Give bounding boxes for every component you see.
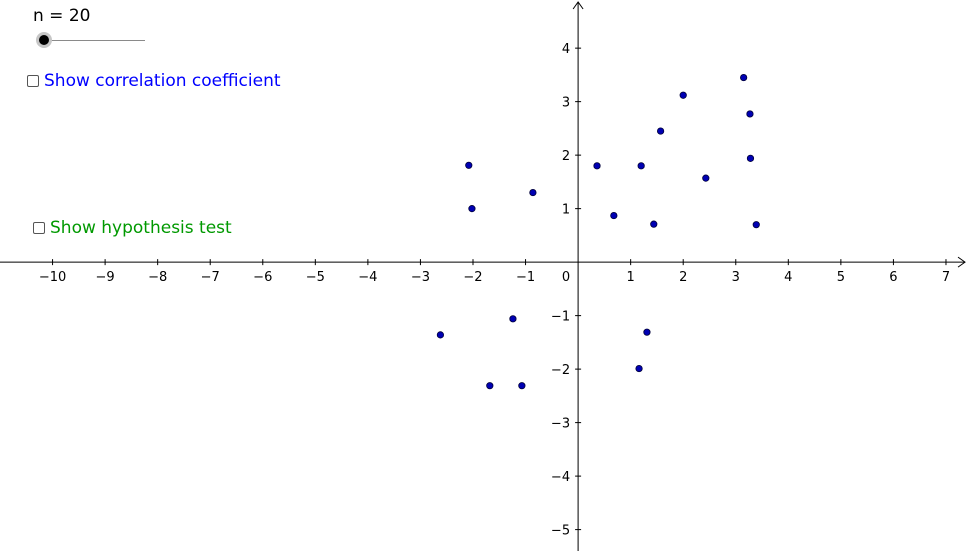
data-point xyxy=(746,154,755,162)
axis-tick-labels: −10 −9 −8 −7 −6 −5 −4 −3 −2 −1 1 2 3 4 5 6 7 −5 −4 −3 −2 −1 1 2… xyxy=(39,42,950,538)
show-correlation-coefficient-label[interactable]: Show correlation coefficient xyxy=(44,71,281,91)
y-tick-label: −3 xyxy=(551,417,570,432)
x-tick-label: −9 xyxy=(96,270,115,285)
x-tick-label: 2 xyxy=(679,270,687,285)
y-tick-label: 1 xyxy=(562,203,570,218)
data-point xyxy=(509,315,517,323)
axis-ticks xyxy=(52,47,947,531)
show-correlation-coefficient-checkbox[interactable] xyxy=(27,75,39,87)
data-point xyxy=(746,110,754,118)
data-point xyxy=(740,73,748,82)
slider-n-handle-dot xyxy=(39,35,49,45)
y-tick-label: 4 xyxy=(562,42,570,57)
data-point xyxy=(593,162,601,170)
x-tick-label: −6 xyxy=(253,270,272,285)
data-point xyxy=(643,328,651,336)
x-tick-label: −8 xyxy=(148,270,167,285)
origin-label: 0 xyxy=(562,270,570,285)
x-tick-label: 7 xyxy=(942,270,950,285)
data-point xyxy=(702,174,710,182)
data-point xyxy=(529,188,537,197)
x-axis-arrow xyxy=(957,256,966,268)
x-tick-label: −5 xyxy=(306,270,325,285)
x-tick-label: −7 xyxy=(201,270,220,285)
x-tick-label: 6 xyxy=(889,270,897,285)
x-tick-label: −2 xyxy=(463,270,482,285)
x-tick-label: 3 xyxy=(732,270,740,285)
y-axis-arrow xyxy=(572,1,584,10)
x-tick-label: −1 xyxy=(516,270,535,285)
slider-n-track[interactable] xyxy=(44,40,145,41)
show-correlation-coefficient-toggle[interactable]: Show correlation coefficient xyxy=(27,71,281,91)
show-hypothesis-test-toggle[interactable]: Show hypothesis test xyxy=(33,218,232,238)
data-point xyxy=(518,382,526,390)
data-point xyxy=(635,364,643,373)
data-point xyxy=(637,162,645,170)
show-hypothesis-test-label[interactable]: Show hypothesis test xyxy=(50,218,232,238)
x-tick-label: −4 xyxy=(358,270,377,285)
data-point xyxy=(486,382,494,390)
data-point xyxy=(465,161,473,169)
x-tick-label: 5 xyxy=(837,270,845,285)
data-point xyxy=(468,205,476,213)
x-tick-label: −3 xyxy=(411,270,430,285)
data-point xyxy=(657,127,665,135)
y-tick-label: −1 xyxy=(551,310,570,325)
data-points xyxy=(436,73,760,390)
slider-n-label: n = 20 xyxy=(33,6,91,26)
y-tick-label: 3 xyxy=(562,96,570,111)
data-point xyxy=(679,91,687,99)
y-tick-label: −5 xyxy=(551,524,570,539)
y-tick-label: −4 xyxy=(551,470,570,485)
y-tick-label: 2 xyxy=(562,149,570,164)
data-point xyxy=(650,220,658,228)
data-point xyxy=(436,331,445,339)
x-tick-label: 1 xyxy=(627,270,635,285)
x-tick-label: −10 xyxy=(39,270,66,285)
x-tick-label: 4 xyxy=(784,270,792,285)
show-hypothesis-test-checkbox[interactable] xyxy=(33,222,45,234)
y-tick-label: −2 xyxy=(551,363,570,378)
data-point xyxy=(610,211,618,220)
slider-n-handle[interactable] xyxy=(36,32,52,48)
data-point xyxy=(752,221,760,229)
